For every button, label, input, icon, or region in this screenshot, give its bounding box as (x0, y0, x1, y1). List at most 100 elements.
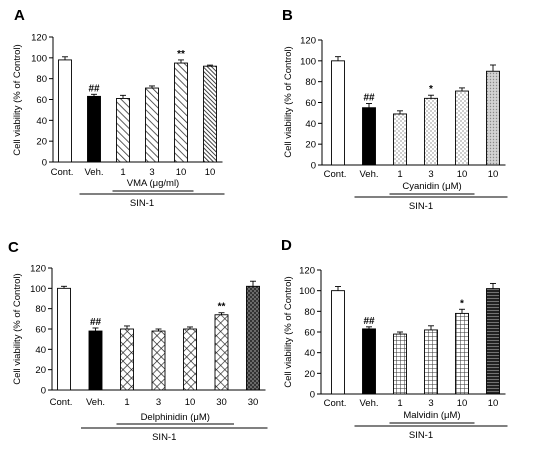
y-tick-label: 80 (305, 77, 316, 88)
treatment-label: Delphinidin (μM) (141, 412, 210, 423)
y-tick-label: 60 (304, 328, 315, 339)
panel-letter: C (8, 239, 19, 256)
group-label: SIN-1 (152, 432, 176, 443)
y-tick-label: 0 (311, 161, 316, 172)
y-axis-label: Cell viability (% of Control) (12, 44, 23, 155)
category-label: 30 (216, 397, 227, 408)
category-label: 10 (176, 167, 187, 178)
y-tick-label: 40 (36, 116, 47, 127)
panel-a: A 0 20 40 60 80 100 120 Cell viability (% of Co… (12, 7, 225, 209)
y-tick-label: 0 (42, 158, 47, 169)
panel-letter: B (282, 7, 293, 24)
category-label: 10 (488, 169, 499, 180)
significance-mark: ** (177, 49, 185, 60)
significance-mark: ## (363, 316, 375, 327)
category-label: 10 (457, 169, 468, 180)
y-tick-label: 120 (31, 33, 47, 44)
y-tick-label: 40 (35, 345, 46, 356)
y-tick-label: 100 (30, 284, 46, 295)
significance-mark: ** (218, 302, 226, 313)
bar (120, 328, 134, 391)
y-tick-label: 60 (36, 95, 47, 106)
y-tick-label: 80 (36, 74, 47, 85)
category-label: 3 (156, 397, 161, 408)
category-label: 1 (397, 169, 402, 180)
bar (58, 59, 72, 163)
y-tick-label: 120 (299, 266, 315, 277)
y-tick-label: 80 (304, 307, 315, 318)
bar (486, 288, 500, 395)
category-label: Cont. (324, 169, 347, 180)
category-label: Cont. (324, 398, 347, 409)
category-label: Veh. (359, 169, 378, 180)
group-label: SIN-1 (130, 198, 154, 209)
bar (174, 62, 188, 163)
y-tick-label: 80 (35, 304, 46, 315)
category-label: 1 (397, 398, 402, 409)
bar (88, 330, 103, 391)
y-tick-label: 20 (36, 137, 47, 148)
bar (362, 107, 376, 166)
y-tick-label: 100 (299, 286, 315, 297)
category-label: 10 (488, 398, 499, 409)
y-tick-label: 100 (31, 53, 47, 64)
category-label: Cont. (50, 397, 73, 408)
category-label: 3 (428, 169, 433, 180)
panel-c: C 0 20 40 60 80 100 120 Cell viability (% of Co… (8, 239, 268, 443)
bar (203, 65, 217, 163)
group-label: SIN-1 (409, 201, 433, 212)
bar (424, 97, 438, 166)
bar (145, 87, 159, 163)
category-label: 10 (205, 167, 216, 178)
y-axis-label: Cell viability (% of Control) (283, 46, 294, 157)
y-axis-label: Cell viability (% of Control) (283, 276, 294, 387)
treatment-label: Cyanidin (μM) (402, 181, 461, 192)
bar (486, 70, 500, 166)
category-label: 10 (185, 397, 196, 408)
significance-mark: * (429, 84, 433, 95)
category-label: 10 (457, 398, 468, 409)
bar (393, 333, 407, 395)
y-tick-label: 20 (305, 140, 316, 151)
significance-mark: ## (90, 317, 102, 328)
category-label: Veh. (86, 397, 105, 408)
bar (424, 329, 438, 395)
panel-b: B 0 20 40 60 80 100 120 Cell viability (% of Co… (282, 7, 508, 212)
significance-mark: ## (363, 93, 375, 104)
bar (57, 287, 71, 391)
bar (183, 328, 197, 391)
y-axis-label: Cell viability (% of Control) (12, 273, 23, 384)
bar (151, 330, 166, 391)
bar (214, 314, 229, 391)
group-label: SIN-1 (409, 430, 433, 441)
bar (362, 328, 376, 395)
category-label: Veh. (359, 398, 378, 409)
bar (331, 290, 345, 395)
y-tick-label: 60 (35, 325, 46, 336)
significance-mark: * (460, 298, 464, 309)
panel-d: D 0 20 40 60 80 100 120 Cell viability (% of Co… (281, 237, 508, 441)
y-tick-label: 120 (30, 264, 46, 275)
y-tick-label: 20 (304, 369, 315, 380)
y-tick-label: 40 (304, 348, 315, 359)
y-tick-label: 0 (310, 390, 315, 401)
bar (331, 60, 345, 166)
category-label: 30 (248, 397, 259, 408)
y-tick-label: 40 (305, 119, 316, 130)
bar (246, 285, 260, 391)
panel-letter: D (281, 237, 292, 254)
y-tick-label: 120 (300, 36, 316, 47)
y-tick-label: 0 (41, 386, 46, 397)
category-label: Cont. (51, 167, 74, 178)
y-tick-label: 20 (35, 365, 46, 376)
bar (455, 90, 469, 166)
bar (393, 113, 407, 166)
category-label: 3 (428, 398, 433, 409)
bar (87, 95, 101, 163)
treatment-label: VMA (μg/ml) (127, 178, 179, 189)
category-label: Veh. (84, 167, 103, 178)
significance-mark: ## (88, 83, 100, 94)
category-label: 3 (149, 167, 154, 178)
category-label: 1 (120, 167, 125, 178)
